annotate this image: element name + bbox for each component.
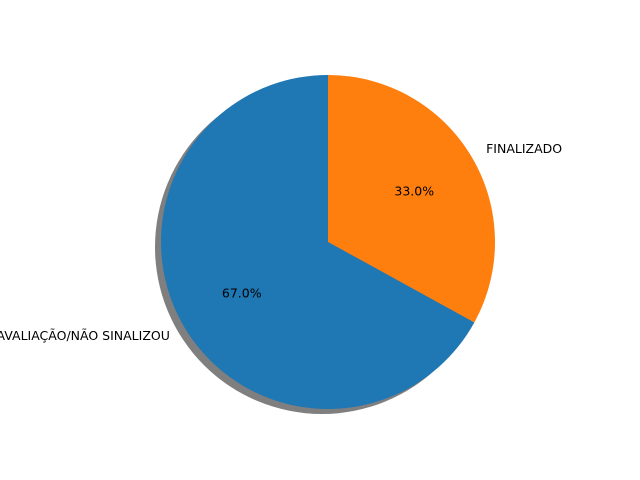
pie-labels: FINALIZADO 33.0% AGUARDANDO AVALIAÇÃO/NÃO … <box>0 141 562 343</box>
pie-percent-label-0: 33.0% <box>394 183 434 198</box>
pie-slice-0 <box>328 75 495 323</box>
pie-category-label-1: AGUARDANDO AVALIAÇÃO/NÃO SINALIZOU <box>0 328 170 343</box>
pie-category-label-0: FINALIZADO <box>486 141 562 156</box>
pie-percent-label-1: 67.0% <box>222 286 262 301</box>
pie-slices <box>160 74 495 410</box>
pie-slice-1 <box>160 74 475 410</box>
